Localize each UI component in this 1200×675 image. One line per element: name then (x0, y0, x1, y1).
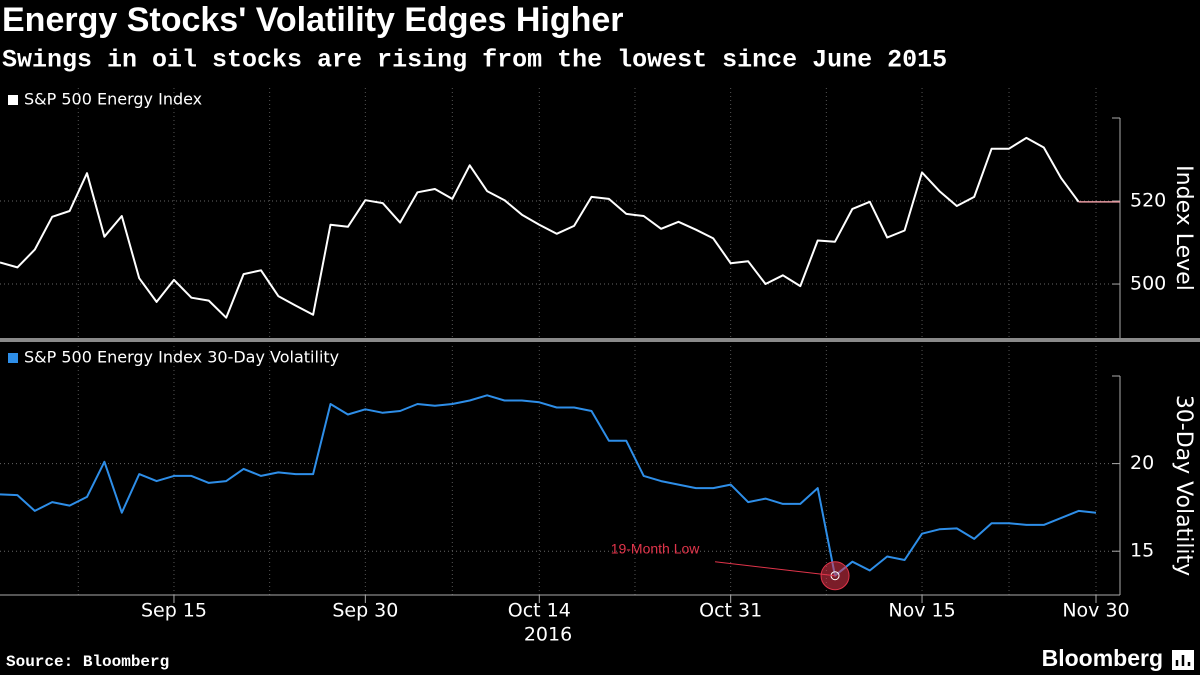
x-tick-label: Oct 31 (699, 600, 762, 622)
legend-label: S&P 500 Energy Index (24, 90, 202, 109)
legend-swatch (8, 95, 18, 105)
x-tick-label: Nov 15 (888, 600, 955, 622)
y-axis-label: Index Level (1171, 165, 1196, 291)
y-tick-label: 20 (1130, 452, 1154, 474)
panel-separator (0, 338, 1200, 342)
y-tick-label: 15 (1130, 540, 1154, 562)
y-tick-label: 520 (1130, 190, 1166, 212)
x-axis-label: 2016 (524, 624, 572, 646)
source: Source: Bloomberg (6, 653, 169, 671)
legend-swatch (8, 353, 18, 363)
annotation: 19-Month Low (611, 540, 701, 556)
x-tick-label: Sep 15 (141, 600, 207, 622)
annotation-leader (714, 561, 836, 577)
x-tick-label: Nov 30 (1062, 600, 1129, 622)
brand: Bloomberg (1042, 645, 1163, 671)
x-tick-label: Oct 14 (508, 600, 571, 622)
legend-label: S&P 500 Energy Index 30-Day Volatility (24, 348, 339, 367)
x-tick-label: Sep 30 (332, 600, 398, 622)
brand-icon-bars (1175, 655, 1191, 666)
chart-title: Energy Stocks' Volatility Edges Higher (2, 1, 624, 39)
line (0, 394, 1097, 577)
y-axis-label: 30-Day Volatility (1171, 395, 1196, 576)
y-tick-label: 500 (1130, 273, 1166, 295)
line (0, 136, 1080, 319)
chart-subtitle: Swings in oil stocks are rising from the… (2, 46, 947, 75)
